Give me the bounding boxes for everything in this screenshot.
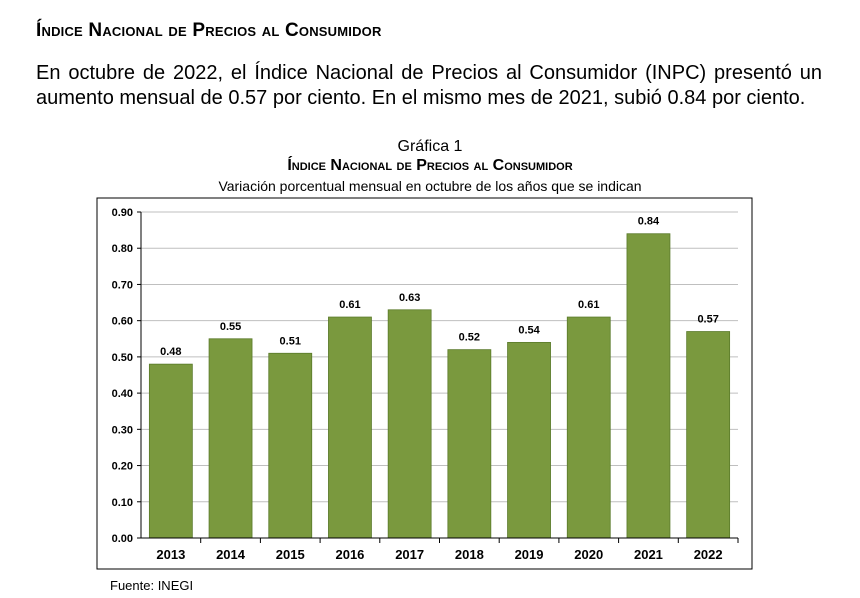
bar bbox=[507, 341, 551, 539]
x-tick-label: 2016 bbox=[335, 547, 364, 562]
y-tick-label: 0.50 bbox=[112, 352, 133, 364]
labels: 0.48 2013 0.55 2014 0.51 2015 0.61 2016 0.63 2017… bbox=[156, 216, 722, 562]
y-tick-label: 0.90 bbox=[112, 207, 133, 219]
figure-label: Gráfica 1 bbox=[397, 138, 463, 155]
bar bbox=[686, 331, 731, 539]
y-tick-label: 0.10 bbox=[112, 497, 133, 509]
data-label: 0.84 bbox=[638, 216, 660, 228]
x-tick-label: 2019 bbox=[515, 547, 544, 562]
data-label: 0.48 bbox=[160, 346, 181, 358]
data-label: 0.55 bbox=[220, 321, 241, 333]
x-tick-label: 2022 bbox=[694, 547, 723, 562]
bar bbox=[148, 363, 193, 539]
bar bbox=[328, 316, 372, 539]
y-tick-label: 0.70 bbox=[112, 279, 133, 291]
y-tick-label: 0.40 bbox=[112, 388, 133, 400]
y-tick-label: 0.60 bbox=[112, 316, 133, 328]
data-label: 0.51 bbox=[280, 335, 301, 347]
y-tick-label: 0.30 bbox=[112, 424, 133, 436]
x-tick-label: 2018 bbox=[455, 547, 484, 562]
y-tick-label: 0.00 bbox=[112, 533, 133, 545]
y-tick-label: 0.20 bbox=[112, 461, 133, 473]
axes: 0.00 0.10 0.20 0.30 0.40 0.50 0.60 0.70 0.80 0.90 bbox=[112, 207, 739, 545]
x-tick-label: 2020 bbox=[574, 547, 603, 562]
y-tick-label: 0.80 bbox=[112, 243, 133, 255]
data-label: 0.61 bbox=[578, 299, 599, 311]
bar bbox=[447, 349, 492, 539]
x-tick-label: 2015 bbox=[276, 547, 305, 562]
bar bbox=[208, 338, 253, 539]
summary-paragraph: En octubre de 2022, el Índice Nacional d… bbox=[36, 62, 822, 109]
chart-subtitle: Variación porcentual mensual en octubre … bbox=[218, 178, 642, 194]
x-tick-label: 2014 bbox=[216, 547, 246, 562]
source-note: Fuente: INEGI bbox=[110, 578, 194, 593]
chart-title: Índice Nacional de Precios al Consumidor bbox=[287, 157, 573, 174]
data-label: 0.63 bbox=[399, 292, 420, 304]
data-label: 0.52 bbox=[459, 332, 480, 344]
data-label: 0.57 bbox=[697, 314, 718, 326]
page-heading: Índice Nacional de Precios al Consumidor bbox=[36, 20, 382, 41]
bar bbox=[566, 316, 611, 539]
x-tick-label: 2013 bbox=[156, 547, 185, 562]
bar bbox=[387, 309, 432, 539]
bars bbox=[148, 233, 731, 539]
data-label: 0.54 bbox=[518, 324, 540, 336]
bar bbox=[268, 352, 313, 539]
x-tick-label: 2021 bbox=[634, 547, 663, 562]
data-label: 0.61 bbox=[339, 299, 360, 311]
bar bbox=[626, 233, 671, 539]
x-tick-label: 2017 bbox=[395, 547, 424, 562]
